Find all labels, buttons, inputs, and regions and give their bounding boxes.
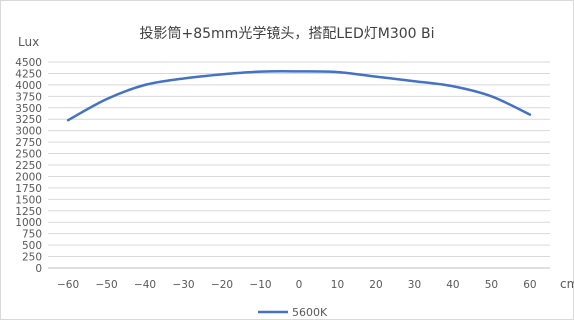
- gridlines: [48, 61, 550, 269]
- y-tick-label: 2750: [15, 137, 42, 149]
- y-tick-label: 2500: [15, 149, 42, 161]
- legend-label: 5600K: [292, 306, 328, 319]
- y-tick-label: 3500: [15, 103, 42, 115]
- y-tick-labels: 0250500750100012501500175020002250250027…: [15, 57, 42, 275]
- y-tick-label: 2250: [15, 160, 42, 172]
- series-lines: [66, 70, 532, 122]
- x-tick-label: 20: [369, 279, 382, 291]
- x-tick-label: −30: [172, 279, 194, 291]
- y-tick-label: 3250: [15, 114, 42, 126]
- x-axis-label: cm: [560, 277, 574, 291]
- y-tick-label: 250: [22, 252, 42, 264]
- series-line-5600k: [66, 70, 532, 122]
- y-tick-label: 500: [22, 240, 42, 252]
- x-tick-label: −60: [57, 279, 79, 291]
- y-axis-label: Lux: [18, 35, 39, 49]
- y-tick-label: 1500: [15, 194, 42, 206]
- x-tick-label: 50: [485, 279, 498, 291]
- x-tick-label: −20: [211, 279, 233, 291]
- x-tick-label: 40: [446, 279, 459, 291]
- x-tick-labels: −60 −50 −40 −30 −20 −10 0 10 20 30 40 50 60: [57, 279, 537, 291]
- x-tick-label: 0: [296, 279, 303, 291]
- chart-title: 投影筒+85mm光学镜头，搭配LED灯M300 Bi: [140, 25, 435, 42]
- x-tick-label: −50: [95, 279, 117, 291]
- x-tick-label: 10: [331, 279, 344, 291]
- x-tick-label: −40: [134, 279, 156, 291]
- y-tick-label: 2000: [15, 171, 42, 183]
- y-tick-label: 4250: [15, 68, 42, 80]
- y-tick-label: 0: [35, 263, 42, 275]
- x-tick-label: 30: [408, 279, 421, 291]
- x-tick-label: −10: [249, 279, 271, 291]
- legend: 5600K: [258, 306, 328, 319]
- y-tick-label: 4000: [15, 80, 42, 92]
- y-tick-label: 750: [22, 229, 42, 241]
- y-tick-label: 1750: [15, 183, 42, 195]
- y-tick-label: 4500: [15, 57, 42, 69]
- y-tick-label: 3750: [15, 91, 42, 103]
- y-tick-label: 1250: [15, 206, 42, 218]
- y-tick-label: 3000: [15, 126, 42, 138]
- y-tick-label: 1000: [15, 217, 42, 229]
- x-tick-label: 60: [523, 279, 536, 291]
